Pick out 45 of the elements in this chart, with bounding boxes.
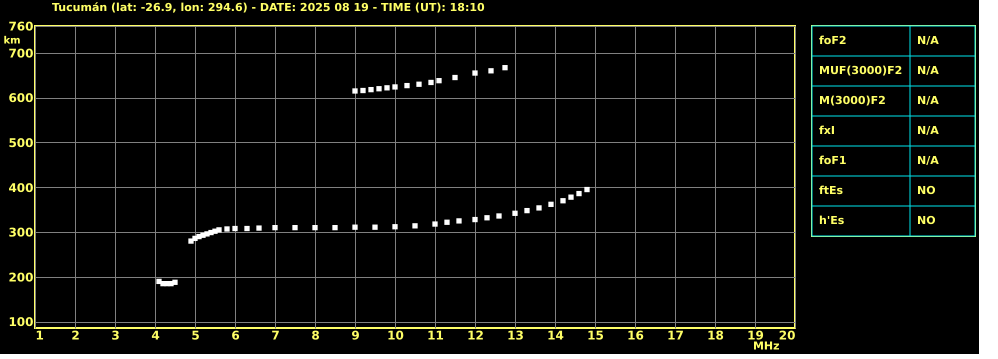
text: MUF(3000)F2 bbox=[819, 64, 902, 77]
text: ftEs bbox=[819, 184, 844, 197]
x-tick-label: 7 bbox=[271, 328, 280, 342]
x-tick-label: 11 bbox=[427, 328, 444, 342]
text: h'Es bbox=[819, 214, 845, 227]
text: NO bbox=[917, 214, 936, 227]
text: foF1 bbox=[819, 154, 847, 167]
text: M(3000)F2 bbox=[819, 94, 886, 107]
x-tick-label: 1 bbox=[36, 328, 44, 342]
y-tick-label: 500 bbox=[8, 136, 34, 150]
chart-title: Tucumán (lat: -26.9, lon: 294.6) - DATE: 2025 08 19 - TIME (UT): 18:10 bbox=[52, 1, 485, 14]
x-tick-label: 20 bbox=[778, 328, 796, 342]
x-tick-label: 18 bbox=[707, 328, 724, 342]
x-tick-label: 15 bbox=[587, 328, 604, 342]
text: fxI bbox=[819, 124, 835, 137]
x-tick-label: 2 bbox=[71, 328, 80, 342]
text: N/A bbox=[917, 64, 940, 77]
x-tick-label: 14 bbox=[547, 328, 564, 342]
x-tick-label: 5 bbox=[191, 328, 200, 342]
x-tick-label: 17 bbox=[667, 328, 684, 342]
x-tick-label: 13 bbox=[507, 328, 524, 342]
y-tick-label: 760 bbox=[8, 20, 34, 34]
x-tick-label: 10 bbox=[387, 328, 404, 342]
text: NO bbox=[917, 184, 936, 197]
x-tick-label: 6 bbox=[231, 328, 240, 342]
text: foF2 bbox=[819, 34, 847, 47]
y-tick-label: 600 bbox=[8, 91, 34, 106]
y-axis-title: km bbox=[4, 36, 21, 46]
x-tick-label: 19 bbox=[747, 328, 764, 342]
x-tick-label: 4 bbox=[151, 328, 160, 342]
text: N/A bbox=[917, 94, 940, 107]
text: N/A bbox=[917, 34, 940, 47]
x-tick-label: 16 bbox=[627, 328, 644, 342]
x-tick-label: 8 bbox=[311, 328, 320, 342]
x-tick-label: 3 bbox=[111, 328, 120, 342]
y-tick-label: 400 bbox=[8, 180, 34, 195]
y-tick-label: 100 bbox=[8, 315, 34, 330]
text: N/A bbox=[917, 124, 940, 137]
y-tick-label: 200 bbox=[8, 270, 34, 284]
x-tick-label: 12 bbox=[467, 328, 484, 342]
text: N/A bbox=[917, 154, 940, 167]
x-tick-label: 9 bbox=[351, 328, 360, 342]
y-tick-label: 300 bbox=[8, 226, 34, 240]
x-axis-title: MHz bbox=[752, 340, 780, 352]
y-tick-label: 700 bbox=[8, 46, 34, 60]
